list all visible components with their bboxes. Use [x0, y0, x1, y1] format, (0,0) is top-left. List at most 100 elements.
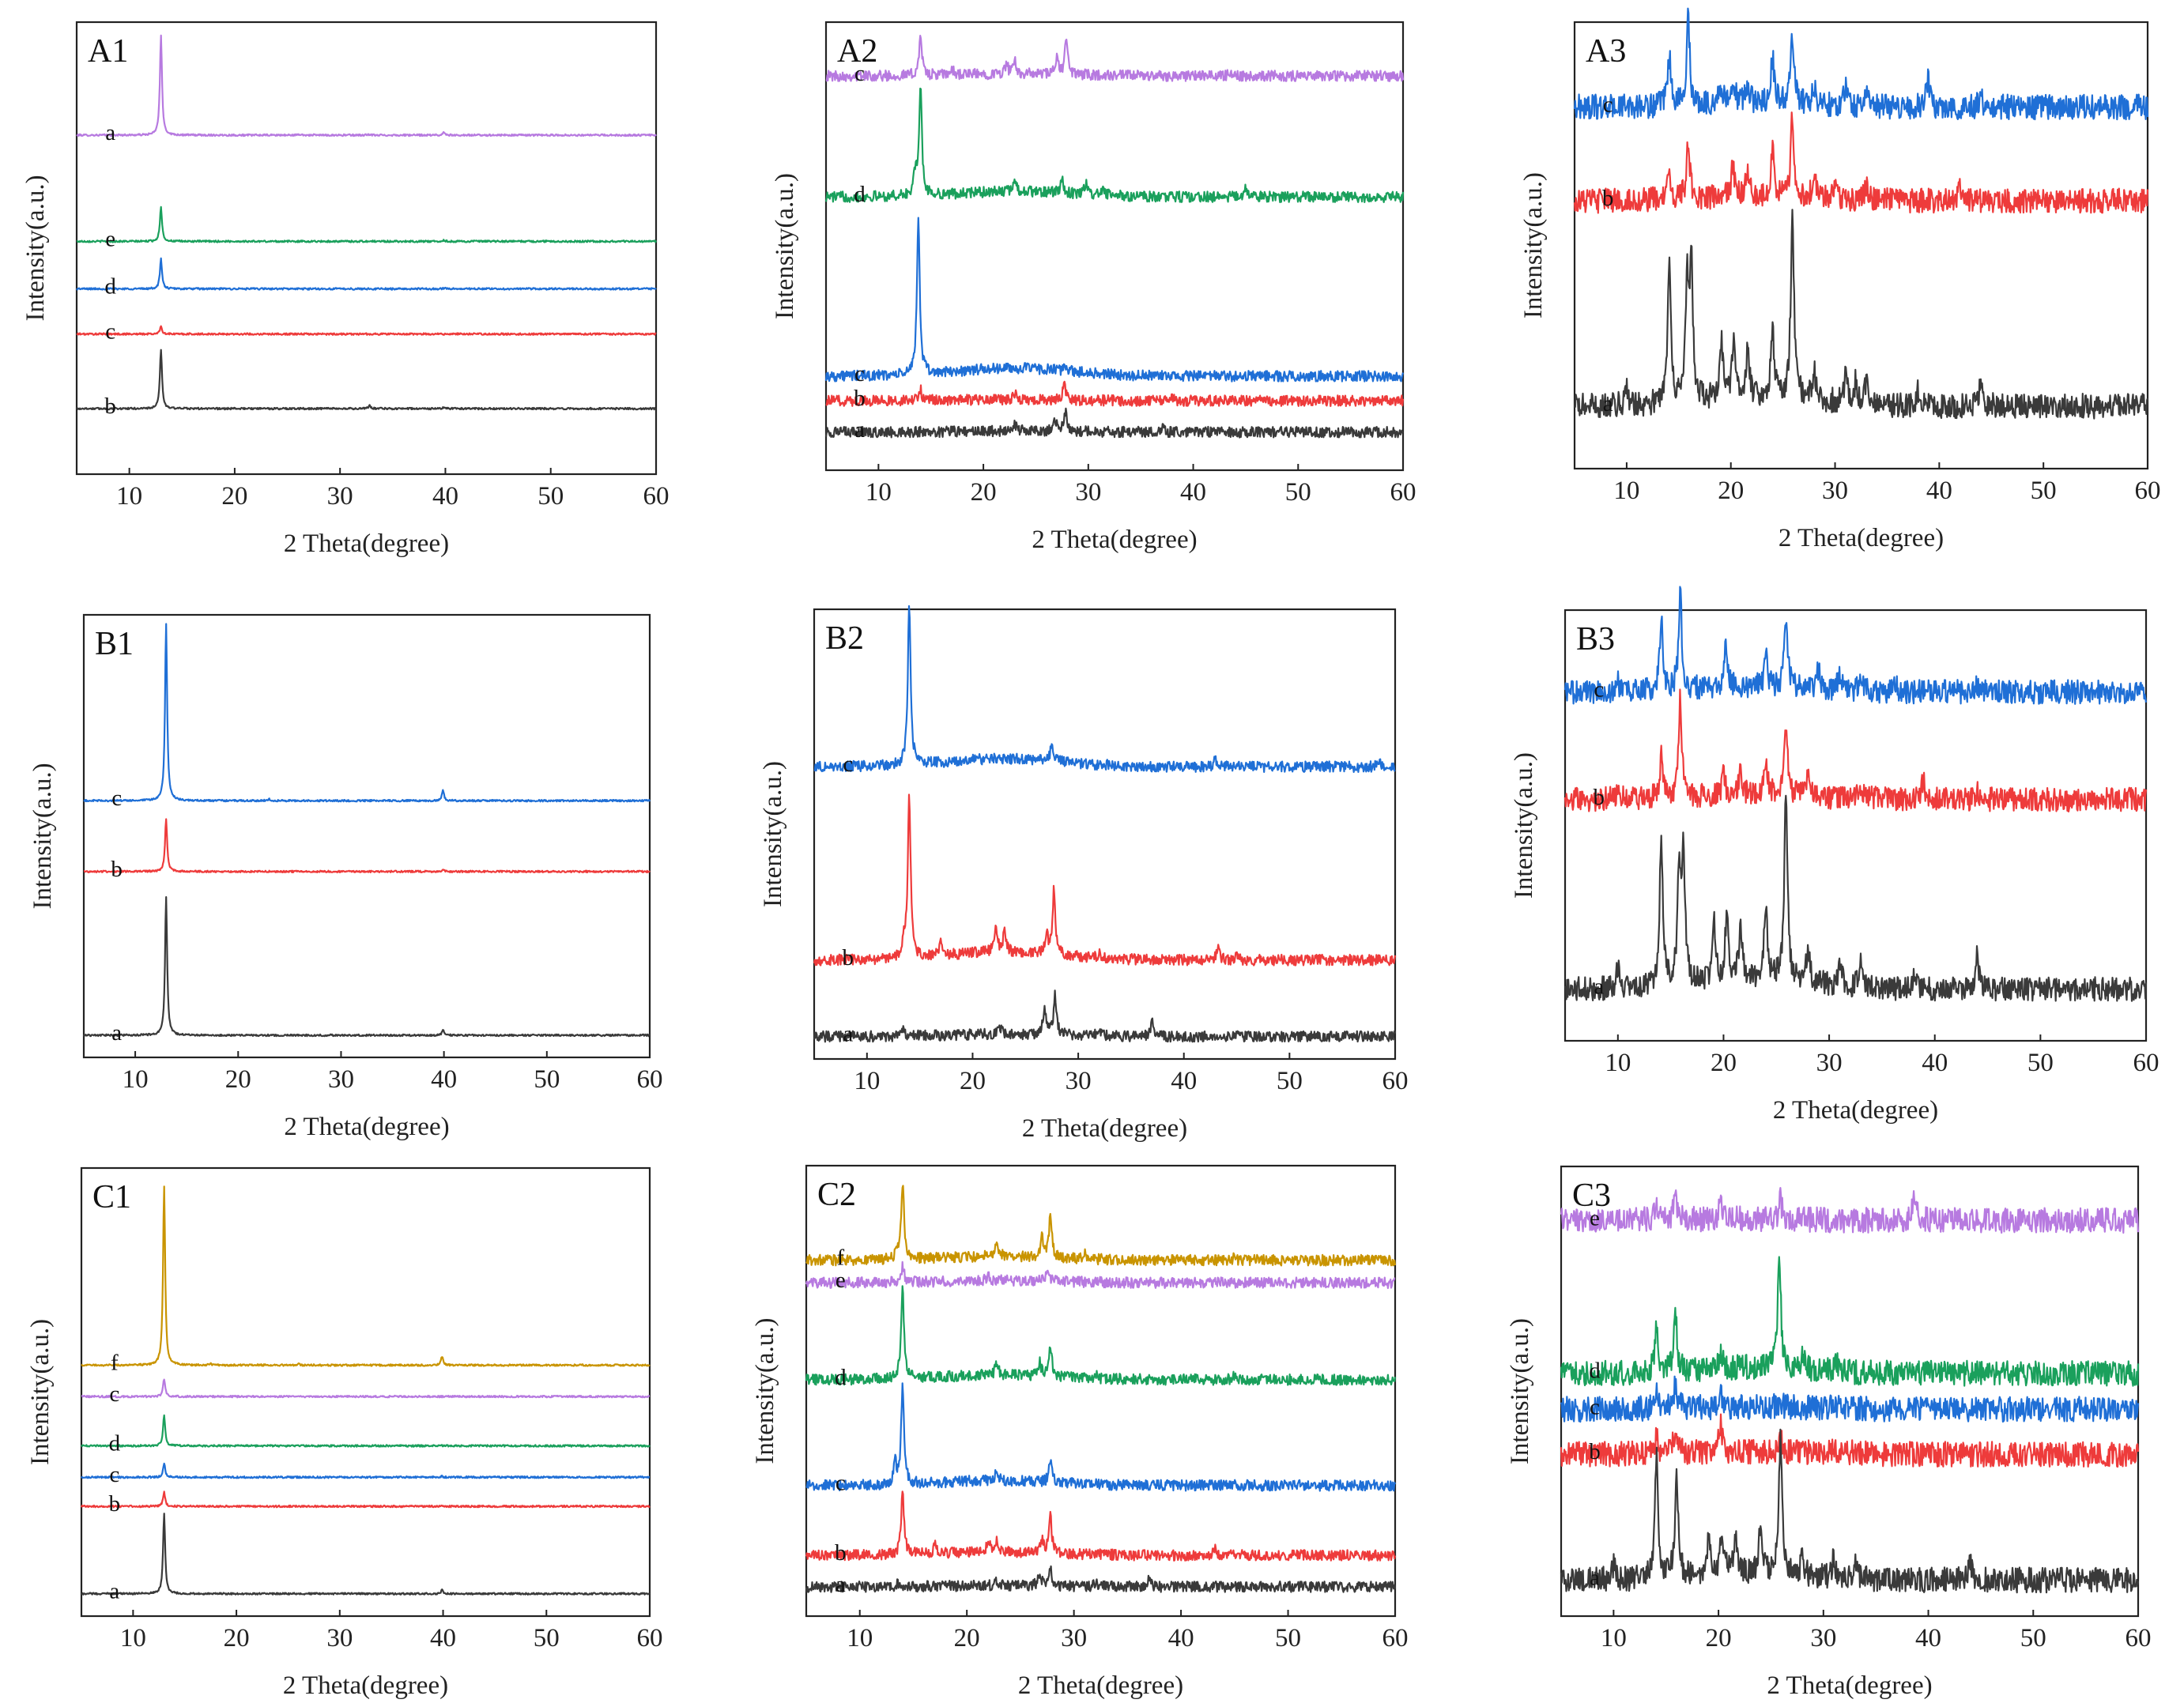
series-label: c [836, 1471, 846, 1496]
x-tick-label: 30 [1816, 1049, 1843, 1077]
plot-frame [824, 21, 1405, 472]
series-label: a [109, 1579, 119, 1604]
x-tick-label: 20 [225, 1065, 251, 1094]
series-label: a [836, 1572, 846, 1597]
series-label: e [836, 1268, 846, 1293]
panel-label: B1 [95, 626, 134, 662]
series-line [1560, 1375, 2140, 1423]
series-line [1573, 111, 2149, 214]
x-tick-label: 50 [534, 1065, 560, 1094]
x-tick-label: 30 [326, 1624, 353, 1652]
series-label: d [109, 1431, 121, 1456]
series-label: a [1590, 1565, 1600, 1590]
series-label: f [837, 1245, 845, 1271]
x-axis-label: 2 Theta(degree) [1767, 1671, 1932, 1700]
panel-label: C2 [817, 1177, 856, 1213]
series-label: d [835, 1365, 847, 1390]
plot-frame [80, 1166, 651, 1618]
x-tick-label: 30 [1066, 1067, 1092, 1095]
x-tick-label: 30 [1075, 478, 1101, 507]
series-label: b [1594, 785, 1605, 810]
x-tick-label: 20 [1711, 1049, 1737, 1077]
series-label: d [1589, 1358, 1601, 1384]
series-line [83, 623, 651, 803]
panel-label: A2 [837, 33, 877, 70]
panel-label: C1 [92, 1179, 131, 1215]
panel-label: A1 [88, 33, 128, 70]
x-tick-label: 10 [1613, 477, 1639, 505]
x-tick-label: 40 [432, 482, 458, 511]
series-line [805, 1382, 1397, 1492]
series-label: d [854, 182, 866, 207]
x-tick-label: 20 [954, 1624, 980, 1652]
series-label: e [1590, 1205, 1600, 1230]
x-tick-label: 40 [1180, 478, 1206, 507]
x-tick-label: 10 [1601, 1624, 1627, 1652]
x-tick-label: 40 [430, 1624, 456, 1652]
x-tick-label: 20 [1706, 1624, 1732, 1652]
x-tick-label: 50 [538, 482, 564, 511]
plot-frame [82, 613, 651, 1059]
series-label: a [843, 1022, 853, 1047]
series-line [1560, 1428, 2140, 1594]
series-label: d [104, 273, 116, 299]
x-tick-label: 60 [2126, 1624, 2152, 1652]
series-label: b [835, 1540, 847, 1566]
panel-label: A3 [1586, 33, 1626, 70]
y-axis-label: Intensity(a.u.) [28, 763, 57, 909]
x-axis-label: 2 Theta(degree) [1022, 1114, 1187, 1143]
series-line [805, 1185, 1397, 1267]
y-axis-label: Intensity(a.u.) [771, 173, 799, 319]
chart-panel-c2: 10 20 30 40 50 60 2 Theta(degree) Intensity(a.u… [751, 1164, 1409, 1700]
x-tick-label: 10 [120, 1624, 146, 1652]
series-label: a [1594, 974, 1604, 1000]
series-line [76, 257, 657, 291]
panel-label: B3 [1576, 621, 1615, 658]
x-tick-label: 40 [1168, 1624, 1194, 1652]
series-line [81, 1513, 651, 1596]
x-tick-label: 60 [637, 1624, 663, 1652]
x-tick-label: 10 [1605, 1049, 1631, 1077]
series-line [1574, 209, 2149, 420]
series-line [76, 205, 658, 243]
series-label: b [854, 386, 866, 411]
x-tick-label: 10 [116, 482, 142, 511]
series-label: b [104, 394, 116, 419]
x-tick-label: 50 [1275, 1624, 1301, 1652]
series-line [813, 989, 1397, 1043]
plot-frame [813, 608, 1397, 1061]
series-label: c [105, 319, 115, 345]
chart-panel-a2: 10 20 30 40 50 60 2 Theta(degree) Intensity(a.u… [771, 21, 1416, 554]
chart-panel-b2: 10 20 30 40 50 60 2 Theta(degree) Intensity(a.u… [759, 605, 1409, 1143]
series-label: c [1590, 1394, 1600, 1419]
series-label: e [105, 226, 115, 251]
x-axis-label: 2 Theta(degree) [283, 1671, 448, 1700]
x-tick-label: 60 [1382, 1067, 1409, 1095]
x-tick-label: 10 [123, 1065, 149, 1094]
series-line [824, 217, 1405, 382]
series-line [813, 605, 1396, 773]
series-label: b [109, 1491, 121, 1517]
y-axis-label: Intensity(a.u.) [751, 1317, 779, 1464]
y-axis-label: Intensity(a.u.) [21, 175, 50, 321]
x-axis-label: 2 Theta(degree) [1779, 524, 1944, 552]
chart-panel-b1: 10 20 30 40 50 60 2 Theta(degree) Intensity(a.u… [28, 613, 663, 1141]
x-tick-label: 30 [1810, 1624, 1836, 1652]
x-tick-label: 30 [1061, 1624, 1087, 1652]
x-tick-label: 50 [534, 1624, 560, 1652]
y-axis-label: Intensity(a.u.) [759, 761, 787, 907]
plot-frame [1560, 1165, 2140, 1618]
chart-panel-b3: 10 20 30 40 50 60 2 Theta(degree) Intensity(a.u… [1510, 586, 2159, 1125]
plot-frame [1564, 609, 2148, 1042]
series-line [813, 793, 1397, 967]
x-tick-label: 40 [431, 1065, 457, 1094]
series-label: a [854, 417, 865, 443]
x-tick-label: 50 [2020, 1624, 2046, 1652]
x-tick-label: 60 [643, 482, 670, 511]
series-label: b [843, 945, 854, 970]
x-tick-label: 20 [224, 1624, 250, 1652]
x-tick-label: 30 [1822, 477, 1848, 505]
series-line [805, 1490, 1397, 1562]
x-tick-label: 10 [854, 1067, 880, 1095]
panel-label: B2 [825, 620, 864, 657]
